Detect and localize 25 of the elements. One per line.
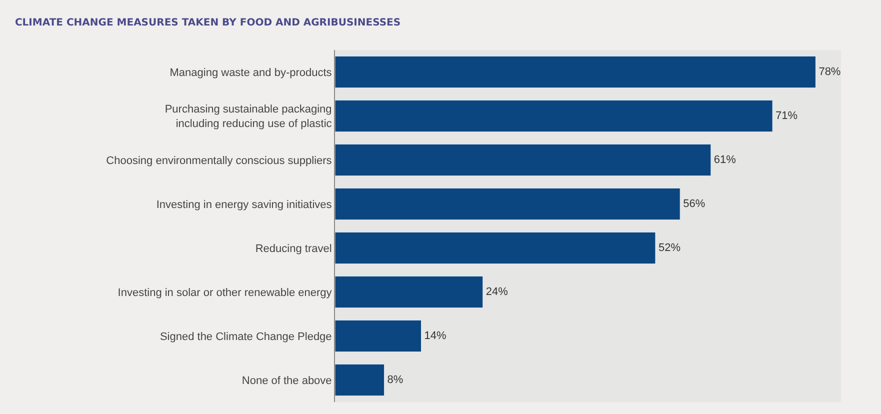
y-tick-label: Managing waste and by-products <box>170 66 332 79</box>
y-tick-label: Investing in solar or other renewable energy <box>118 286 332 299</box>
data-label: 78% <box>818 66 841 78</box>
bar <box>335 144 712 176</box>
bar <box>335 100 773 132</box>
y-tick-label: Signed the Climate Change Pledge <box>160 330 332 343</box>
bar <box>335 364 385 396</box>
data-label: 52% <box>658 242 681 254</box>
bar <box>335 188 680 220</box>
y-tick-label: Choosing environmentally conscious suppliers <box>106 154 332 167</box>
text: CLIMATE CHANGE MEASURES TAKEN BY FOOD AND AGRIBUSINESSES <box>14 18 401 29</box>
bar <box>335 320 422 352</box>
data-label: 8% <box>387 374 404 386</box>
y-tick-label: Purchasing sustainable packaging including reducing use of plastic <box>164 104 332 130</box>
data-label: 56% <box>683 198 706 210</box>
bar <box>335 56 816 88</box>
bar <box>335 276 484 308</box>
data-label: 61% <box>714 154 736 166</box>
y-tick-label: Investing in energy saving initiatives <box>156 198 332 211</box>
y-tick-label: None of the above <box>242 374 332 387</box>
y-tick-label: Reducing travel <box>255 242 332 255</box>
data-label: 24% <box>486 286 508 298</box>
data-label: 14% <box>424 330 447 342</box>
bar <box>335 232 656 264</box>
data-label: 71% <box>776 110 798 122</box>
